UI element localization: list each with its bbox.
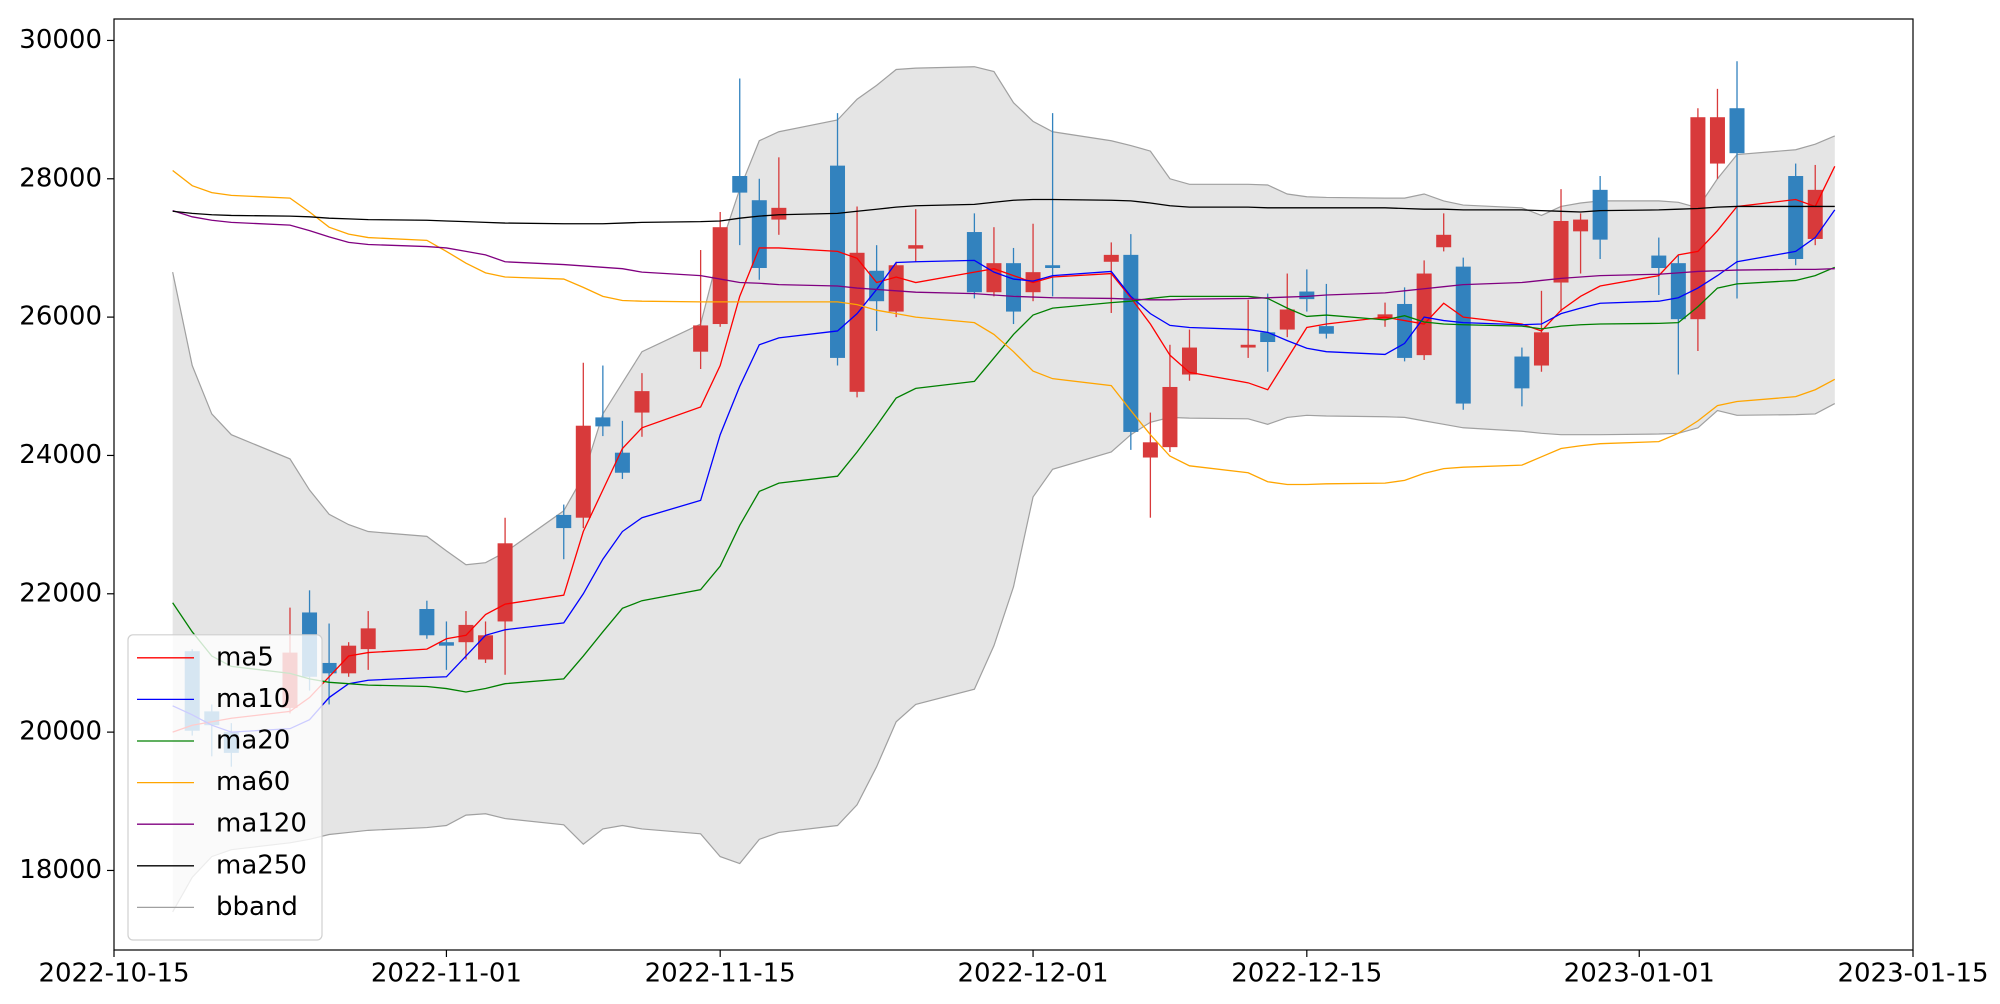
candle-body [1260,332,1276,343]
legend-label: ma10 [216,684,290,714]
series-line [172,166,1836,733]
y-tick-label: 28000 [19,163,102,193]
candle-body [321,662,337,674]
candle-body [986,263,1002,293]
candle-body [1006,263,1021,312]
candle-body [341,645,357,674]
candle-body [634,391,650,413]
series-line [172,209,1836,733]
candle-body [1103,254,1119,262]
candle-body [1533,332,1549,366]
candle-body [419,609,435,636]
x-tick-label: 2023-01-15 [1837,959,1988,989]
band-lower [172,403,1836,913]
candle-body [1690,117,1706,320]
candle-body [1709,117,1725,164]
x-tick-label: 2022-11-01 [371,959,522,989]
candle-body [830,165,846,358]
y-tick-label: 30000 [19,25,102,55]
series-line [172,198,1835,225]
candle-body [849,252,865,392]
series-line [172,169,1836,486]
candle-body [1455,266,1471,404]
legend-label: ma250 [216,850,307,880]
legend-box [127,634,323,941]
legend-label: ma120 [216,809,307,839]
candle-body [614,452,630,473]
candle-body [771,207,787,220]
candle-body [1318,326,1334,334]
candle-body [1514,356,1530,389]
candle-body [556,514,572,529]
candle-body [438,642,454,646]
candle-body [1123,254,1139,432]
candle-body [1573,219,1589,232]
candle-body [1553,220,1569,283]
candle-body [693,325,709,352]
candle-body [1181,347,1197,375]
candle-body [751,200,767,269]
candle-body [458,624,474,643]
candle-body [497,543,513,622]
candle-body [1397,303,1413,358]
candle-body [360,628,376,650]
x-tick-label: 2022-12-15 [1231,959,1382,989]
candle-body [732,176,748,193]
candle-body [1142,442,1158,458]
candle-body [1299,291,1315,300]
candle-body [1240,344,1256,348]
x-tick-label: 2022-11-15 [645,959,796,989]
candle-body [1592,189,1608,240]
candle-body [1162,386,1178,448]
legend-label: bband [216,892,298,922]
candle-body [595,417,611,427]
band-upper [172,66,1836,566]
candle-body [1416,273,1432,356]
candle-body [1279,309,1295,330]
legend-label: ma20 [216,726,290,756]
y-tick-label: 22000 [19,578,102,608]
x-tick-label: 2022-12-01 [957,959,1108,989]
y-tick-label: 26000 [19,302,102,332]
legend-label: ma60 [216,767,290,797]
y-tick-label: 18000 [19,855,102,885]
candle-body [966,232,982,293]
series-line [172,266,1836,693]
plot-frame [113,18,1914,951]
candle-body [712,227,728,325]
candle-body [575,425,591,518]
candle-body [1436,234,1452,248]
candle-body [888,265,904,312]
x-tick-label: 2023-01-01 [1564,959,1715,989]
candle-body [908,245,924,249]
candle-body [1651,255,1667,269]
y-tick-label: 24000 [19,440,102,470]
legend: ma5 ma10 ma20 ma60 ma120 ma250 bband [127,634,323,941]
candle-body [478,635,494,660]
candle-body [1807,189,1823,239]
legend-label: ma5 [216,642,274,672]
series-line [172,209,1835,301]
candle-body [1788,176,1804,260]
candle-body [1670,263,1686,320]
candle-body [1045,265,1061,269]
candle-body [1729,108,1745,154]
plot [172,61,1836,913]
y-tick-label: 20000 [19,717,102,747]
x-tick-label: 2022-10-15 [38,959,189,989]
